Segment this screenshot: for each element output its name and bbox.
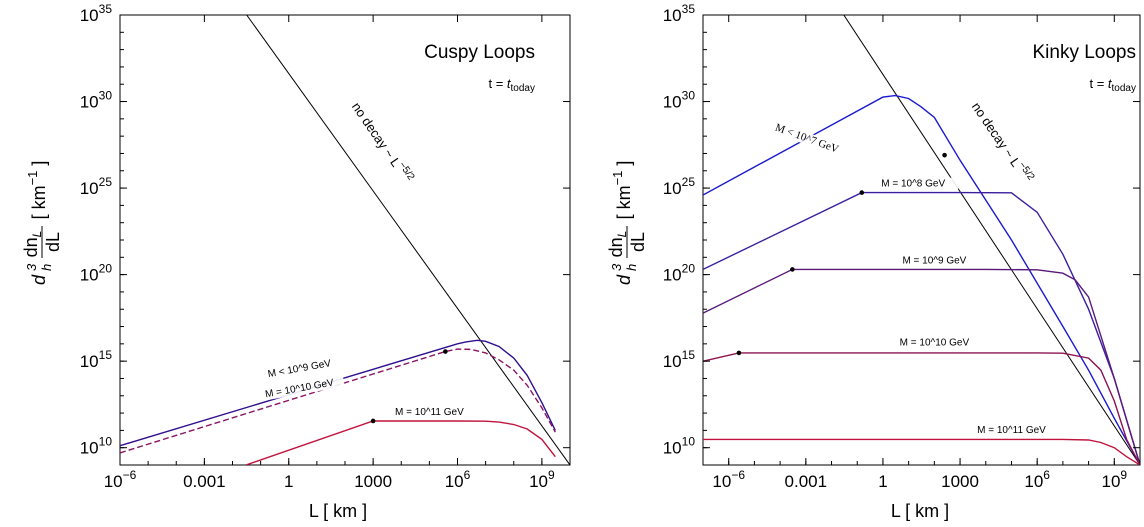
series-line-m-10-11-gev: [245, 420, 556, 465]
x-tick-label: 0.001: [785, 472, 828, 491]
svg-text:no decay ~ L−5/2: no decay ~ L−5/2: [349, 98, 417, 186]
series-line-m-10-7-gev: [703, 94, 1140, 465]
y-axis-label: d 3 h dnL dL [ km−1 ]: [21, 161, 63, 285]
x-tick-label: 1: [878, 472, 887, 491]
y-tick-label: 1030: [663, 89, 696, 112]
marker-point: [370, 418, 376, 424]
y-tick-label: 1015: [80, 348, 113, 371]
svg-text:[ km−1 ]: [ km−1 ]: [610, 161, 634, 220]
svg-text:M = 10^10 GeV: M = 10^10 GeV: [264, 377, 335, 400]
panel-title: Cuspy Loops: [424, 42, 535, 63]
svg-text:3: 3: [609, 263, 624, 271]
x-tick-label: 106: [1024, 468, 1050, 491]
marker-point: [736, 350, 742, 356]
y-tick-label: 1020: [663, 262, 696, 285]
y-tick-label: 1025: [80, 175, 113, 198]
svg-text:M = 10^10 GeV: M = 10^10 GeV: [900, 338, 970, 349]
x-axis-label: L [ km ]: [891, 501, 949, 521]
marker-point: [790, 267, 795, 272]
y-tick-label: 1025: [663, 175, 696, 198]
svg-text:h: h: [39, 264, 54, 271]
series-line-no-decay-l-5-2: [843, 15, 1140, 465]
time-label: t = ttoday: [1089, 76, 1136, 94]
y-tick-label: 1010: [663, 435, 696, 458]
svg-text:M = 10^11 GeV: M = 10^11 GeV: [977, 425, 1046, 436]
y-tick-label: 1015: [663, 348, 696, 371]
x-tick-label: 106: [445, 468, 471, 491]
marker-point: [859, 190, 865, 195]
x-axis-label: L [ km ]: [309, 501, 367, 521]
x-tick-label: 109: [1101, 468, 1127, 491]
label-m-10-8: M = 10^8 GeV: [868, 177, 959, 190]
svg-text:h: h: [624, 264, 639, 271]
panel-title: Kinky Loops: [1032, 42, 1136, 63]
svg-text:dnL: dnL: [606, 231, 629, 258]
svg-text:dnL: dnL: [21, 231, 44, 258]
plot-frame: [702, 14, 1141, 466]
series-line-m-10-11-gev: [703, 438, 1140, 465]
label-m-lt-10-7: M < 10^7 GeV: [762, 117, 852, 160]
x-tick-label: 0.001: [183, 472, 226, 491]
x-tick-label: 1000: [354, 472, 392, 491]
series-line-m-10-10-gev: [703, 352, 1140, 465]
y-tick-label: 1030: [80, 89, 113, 112]
label-m-10-9: M = 10^9 GeV: [889, 254, 980, 267]
svg-text:M = 10^8 GeV: M = 10^8 GeV: [881, 179, 945, 190]
x-tick-label: 1: [284, 472, 293, 491]
y-tick-label: 1010: [80, 435, 113, 458]
series-line-m-10-9-gev: [703, 268, 1140, 465]
x-tick-label: 10−6: [104, 468, 137, 491]
svg-text:3: 3: [24, 263, 39, 271]
marker-point: [942, 152, 947, 158]
svg-text:dL: dL: [43, 232, 63, 252]
y-tick-label: 1035: [80, 2, 113, 25]
y-tick-label: 1020: [80, 262, 113, 285]
svg-text:M = 10^11 GeV: M = 10^11 GeV: [395, 407, 464, 418]
label-m-10-11: M = 10^11 GeV: [966, 424, 1057, 437]
x-tick-label: 10−6: [712, 468, 745, 491]
y-axis-label: d 3 h dnL dL [ km−1 ]: [606, 161, 648, 285]
svg-text:dL: dL: [628, 232, 648, 252]
kinky-loops-panel: 10−6 0.001 1 1000 106 109 1010 1015 1020 1025 1030…: [606, 2, 1141, 521]
svg-text:[ km−1 ]: [ km−1 ]: [25, 161, 49, 220]
marker-point: [443, 349, 448, 354]
cuspy-loops-panel: 10−6 0.001 1 1000 106 109 1010 1015 1020 1025 1030…: [21, 2, 571, 521]
series-line-no-decay-l-5-2: [246, 15, 570, 465]
series-line-m-10-8-gev: [703, 191, 1140, 465]
series-line-m-10-10-gev: [120, 348, 556, 454]
svg-text:M = 10^9 GeV: M = 10^9 GeV: [902, 255, 966, 266]
svg-text:M < 10^9 GeV: M < 10^9 GeV: [267, 358, 332, 380]
svg-text:d: d: [29, 274, 49, 285]
no-decay-label: no decay ~ L−5/2: [349, 98, 417, 186]
label-m-10-11: M = 10^11 GeV: [384, 405, 475, 418]
y-tick-label: 1035: [663, 2, 696, 25]
time-label: t = ttoday: [488, 76, 535, 94]
x-tick-label: 109: [529, 468, 555, 491]
label-m-10-10: M = 10^10 GeV: [889, 336, 980, 349]
svg-text:no decay ~ L−5/2: no decay ~ L−5/2: [969, 98, 1037, 186]
no-decay-label: no decay ~ L−5/2: [969, 98, 1037, 186]
svg-text:d: d: [614, 274, 634, 285]
series-line-m-10-9-gev: [120, 339, 556, 447]
x-tick-label: 1000: [941, 472, 979, 491]
